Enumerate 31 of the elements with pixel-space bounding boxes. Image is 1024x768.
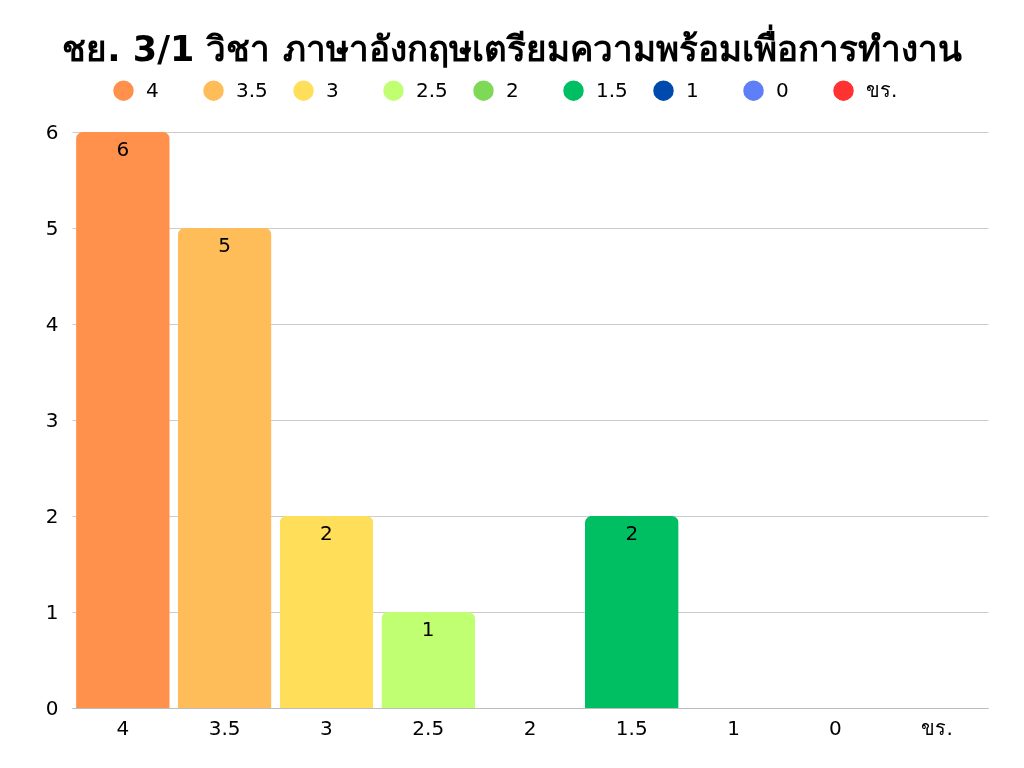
y-tick-label: 4: [45, 311, 59, 336]
y-tick-label: 6: [45, 119, 59, 144]
y-tick-label: 1: [45, 599, 59, 624]
y-tick-label: 2: [45, 503, 59, 528]
legend-label: 2: [506, 77, 519, 102]
legend-label: 3: [326, 77, 339, 102]
data-label: 1: [421, 617, 435, 641]
x-tick-label: 3.5: [208, 715, 241, 740]
data-label: 2: [625, 521, 639, 545]
x-tick-label: 3: [320, 715, 333, 740]
x-tick-label: 1.5: [615, 715, 648, 740]
data-label: 5: [218, 233, 232, 257]
x-tick-label: ขร.: [921, 715, 953, 740]
legend-label: 1: [686, 77, 699, 102]
legend-label: 2.5: [416, 77, 448, 102]
chart-title: ชย. 3/1 วิชา ภาษาอังกฤษเตรียมความพร้อมเพื่อการทำงาน: [62, 24, 962, 69]
y-tick-label: 0: [45, 695, 59, 720]
x-tick-label: 0: [828, 715, 842, 740]
legend-label: ขร.: [866, 77, 898, 102]
data-label: 2: [320, 521, 333, 545]
legend-label: 3.5: [236, 77, 268, 102]
data-label: 6: [116, 137, 130, 161]
x-tick-label: 1: [727, 715, 740, 740]
x-tick-label: 2.5: [412, 715, 445, 740]
legend-label: 4: [146, 77, 159, 102]
legend-label: 0: [776, 77, 789, 102]
legend-label: 1.5: [596, 77, 628, 102]
y-tick-label: 3: [45, 407, 59, 432]
y-tick-label: 5: [45, 215, 59, 240]
x-tick-label: 2: [523, 715, 537, 740]
x-tick-label: 4: [116, 715, 130, 740]
